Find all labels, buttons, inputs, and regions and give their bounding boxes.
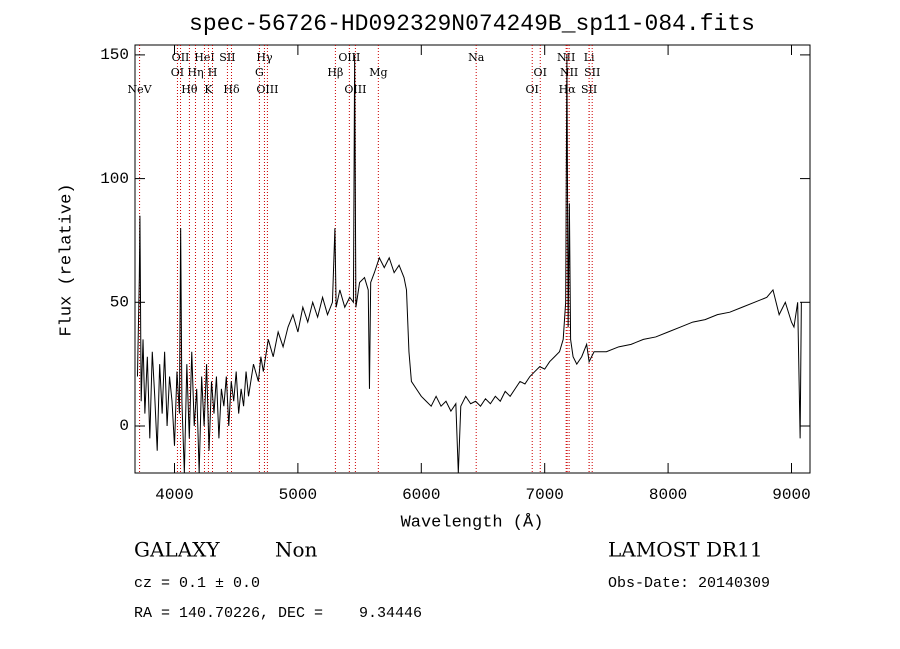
cz-label: cz = 0.1 ± 0.0 — [134, 575, 260, 592]
line-label: SII — [584, 66, 600, 79]
survey-label: LAMOST DR11 — [608, 538, 763, 562]
x-tick-label: 6000 — [402, 486, 440, 504]
line-label: G — [255, 66, 264, 79]
y-tick-label: 0 — [119, 417, 129, 435]
class-label: GALAXY — [134, 538, 220, 562]
line-label: SII — [581, 83, 597, 96]
x-axis-label: Wavelength (Å) — [401, 513, 544, 532]
chart-title: spec-56726-HD092329N074249B_sp11-084.fit… — [189, 11, 755, 37]
line-label: Hγ — [256, 51, 273, 64]
spectrum-line — [136, 54, 802, 473]
y-tick-label: 150 — [100, 46, 129, 64]
x-tick-label: 5000 — [279, 486, 317, 504]
line-label: Hβ — [327, 66, 343, 79]
line-label: Hη — [187, 66, 203, 79]
line-label: OIII — [256, 83, 278, 96]
line-label: OIII — [344, 83, 366, 96]
line-label: OI — [534, 66, 547, 79]
x-tick-label: 7000 — [525, 486, 563, 504]
subclass-label: Non — [275, 538, 318, 562]
obs-date-label: Obs-Date: 20140309 — [608, 575, 770, 592]
line-label: NII — [560, 66, 578, 79]
y-tick-label: 50 — [110, 294, 129, 312]
line-label: Hδ — [223, 83, 240, 96]
line-label: OI — [526, 83, 539, 96]
line-label: HeI — [194, 51, 214, 64]
line-label: SII — [219, 51, 235, 64]
x-tick-label: 8000 — [649, 486, 687, 504]
line-label: NeV — [128, 83, 153, 96]
x-tick-label: 9000 — [772, 486, 810, 504]
line-label: Hθ — [181, 83, 198, 96]
x-tick-label: 4000 — [155, 486, 193, 504]
line-label: OIII — [338, 51, 360, 64]
line-label: NII — [557, 51, 575, 64]
plot-frame — [134, 44, 811, 474]
coords-label: RA = 140.70226, DEC = 9.34446 — [134, 605, 422, 622]
line-label: OI — [171, 66, 184, 79]
line-label: Mg — [369, 66, 387, 79]
line-label: OII — [172, 51, 190, 64]
line-label: H — [208, 66, 218, 79]
line-label: Na — [468, 51, 485, 64]
line-label: K — [204, 83, 213, 96]
y-axis-label: Flux (relative) — [57, 183, 76, 336]
y-tick-label: 100 — [100, 170, 129, 188]
